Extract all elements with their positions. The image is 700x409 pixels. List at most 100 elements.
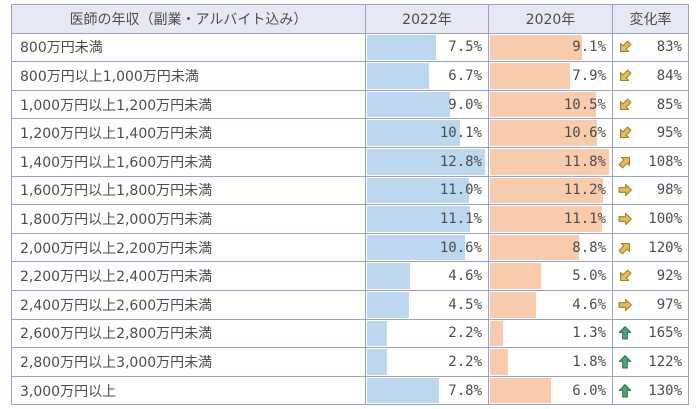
header-income-range: 医師の年収（副業・アルバイト込み） — [11, 4, 366, 34]
change-rate-value: 95% — [656, 125, 682, 142]
income-range-label: 800万円未満 — [11, 32, 366, 63]
cell-2020: 11.8% — [488, 146, 613, 177]
table-row: 2,200万円以上2,400万円未満 4.6% 5.0% 92% — [11, 261, 689, 291]
income-range-label: 2,000万円以上2,200万円未満 — [11, 232, 366, 263]
income-comparison-table-container: 医師の年収（副業・アルバイト込み） 2022年 2020年 変化率 800万円未… — [11, 4, 689, 406]
cell-change-rate: 97% — [612, 289, 689, 320]
table-row: 800万円以上1,000万円未満 6.7% 7.9% 84% — [11, 61, 689, 91]
value-2020: 10.6% — [563, 125, 606, 142]
data-bar-2020 — [490, 263, 541, 289]
cell-2020: 1.3% — [488, 318, 613, 349]
value-2020: 5.0% — [572, 268, 606, 285]
cell-2022: 10.6% — [365, 232, 489, 263]
value-2020: 11.8% — [563, 153, 606, 170]
cell-2022: 4.5% — [365, 289, 489, 320]
data-bar-2022 — [367, 63, 429, 89]
cell-2020: 10.6% — [488, 118, 613, 148]
income-range-label: 2,600万円以上2,800万円未満 — [11, 318, 366, 349]
cell-2022: 2.2% — [365, 347, 489, 377]
data-bar-2022 — [367, 34, 437, 61]
table-row: 2,800万円以上3,000万円未満 2.2% 1.8% 122% — [11, 347, 689, 377]
header-2022: 2022年 — [365, 4, 489, 34]
income-range-label: 1,600万円以上1,800万円未満 — [11, 175, 366, 206]
value-2022: 4.5% — [448, 296, 482, 313]
value-2020: 9.1% — [572, 39, 606, 56]
cell-2022: 11.1% — [365, 204, 489, 234]
arrow-down-left-icon — [616, 38, 634, 56]
cell-change-rate: 95% — [612, 118, 689, 148]
table-row: 1,000万円以上1,200万円未満 9.0% 10.5% 85% — [11, 89, 689, 120]
value-2022: 10.1% — [439, 125, 482, 142]
cell-2020: 9.1% — [488, 32, 613, 63]
cell-2020: 5.0% — [488, 261, 613, 291]
change-rate-value: 100% — [648, 210, 682, 227]
value-2020: 1.8% — [572, 353, 606, 370]
data-bar-2020 — [490, 206, 603, 232]
change-rate-value: 83% — [656, 39, 682, 56]
cell-change-rate: 122% — [612, 347, 689, 377]
income-range-label: 1,800万円以上2,000万円未満 — [11, 204, 366, 234]
value-2020: 8.8% — [572, 239, 606, 256]
income-range-label: 1,200万円以上1,400万円未満 — [11, 118, 366, 148]
arrow-up-right-icon — [616, 239, 634, 257]
arrow-down-left-icon — [616, 96, 634, 114]
arrow-right-icon — [616, 210, 634, 228]
data-bar-2020 — [490, 349, 509, 375]
cell-change-rate: 120% — [612, 232, 689, 263]
change-rate-value: 108% — [648, 153, 682, 170]
table-row: 800万円未満 7.5% 9.1% 83% — [11, 32, 689, 63]
cell-2022: 2.2% — [365, 318, 489, 349]
value-2020: 10.5% — [563, 96, 606, 113]
data-bar-2020 — [490, 177, 604, 204]
data-bar-2022 — [367, 349, 388, 375]
data-bar-2022 — [367, 177, 469, 204]
change-rate-value: 122% — [648, 353, 682, 370]
value-2022: 9.0% — [448, 96, 482, 113]
data-bar-2020 — [490, 291, 537, 318]
value-2020: 11.2% — [563, 182, 606, 199]
arrow-down-left-icon — [616, 267, 634, 285]
data-bar-2020 — [490, 91, 597, 118]
value-2022: 10.6% — [439, 239, 482, 256]
table-row: 1,800万円以上2,000万円未満 11.1% 11.1% 100% — [11, 204, 689, 234]
change-rate-value: 120% — [648, 239, 682, 256]
table-row: 3,000万円以上 7.8% 6.0% 130% — [11, 375, 689, 406]
change-rate-value: 97% — [656, 296, 682, 313]
arrow-up-icon — [616, 324, 634, 342]
header-change-rate: 変化率 — [612, 4, 689, 34]
data-bar-2022 — [367, 377, 440, 404]
value-2022: 4.6% — [448, 268, 482, 285]
data-bar-2022 — [367, 206, 470, 232]
cell-2022: 9.0% — [365, 89, 489, 120]
cell-change-rate: 130% — [612, 375, 689, 406]
data-bar-2020 — [490, 148, 610, 175]
table-row: 1,600万円以上1,800万円未満 11.0% 11.2% 98% — [11, 175, 689, 206]
income-range-label: 1,000万円以上1,200万円未満 — [11, 89, 366, 120]
table-row: 1,400万円以上1,600万円未満 12.8% 11.8% 108% — [11, 146, 689, 177]
change-rate-value: 92% — [656, 268, 682, 285]
arrow-down-left-icon — [616, 124, 634, 142]
change-rate-value: 165% — [648, 325, 682, 342]
value-2022: 7.5% — [448, 39, 482, 56]
data-bar-2022 — [367, 148, 486, 175]
income-range-label: 2,800万円以上3,000万円未満 — [11, 347, 366, 377]
cell-2022: 12.8% — [365, 146, 489, 177]
cell-2022: 7.8% — [365, 375, 489, 406]
value-2022: 11.0% — [439, 182, 482, 199]
cell-2022: 6.7% — [365, 61, 489, 91]
data-bar-2022 — [367, 120, 461, 146]
value-2020: 1.3% — [572, 325, 606, 342]
cell-2022: 10.1% — [365, 118, 489, 148]
cell-change-rate: 84% — [612, 61, 689, 91]
arrow-up-icon — [616, 382, 634, 400]
cell-change-rate: 165% — [612, 318, 689, 349]
cell-2020: 8.8% — [488, 232, 613, 263]
value-2022: 7.8% — [448, 382, 482, 399]
value-2022: 2.2% — [448, 353, 482, 370]
header-row: 医師の年収（副業・アルバイト込み） 2022年 2020年 変化率 — [11, 4, 689, 34]
income-range-label: 1,400万円以上1,600万円未満 — [11, 146, 366, 177]
income-range-label: 800万円以上1,000万円未満 — [11, 61, 366, 91]
cell-2020: 7.9% — [488, 61, 613, 91]
arrow-up-icon — [616, 353, 634, 371]
value-2020: 11.1% — [563, 210, 606, 227]
